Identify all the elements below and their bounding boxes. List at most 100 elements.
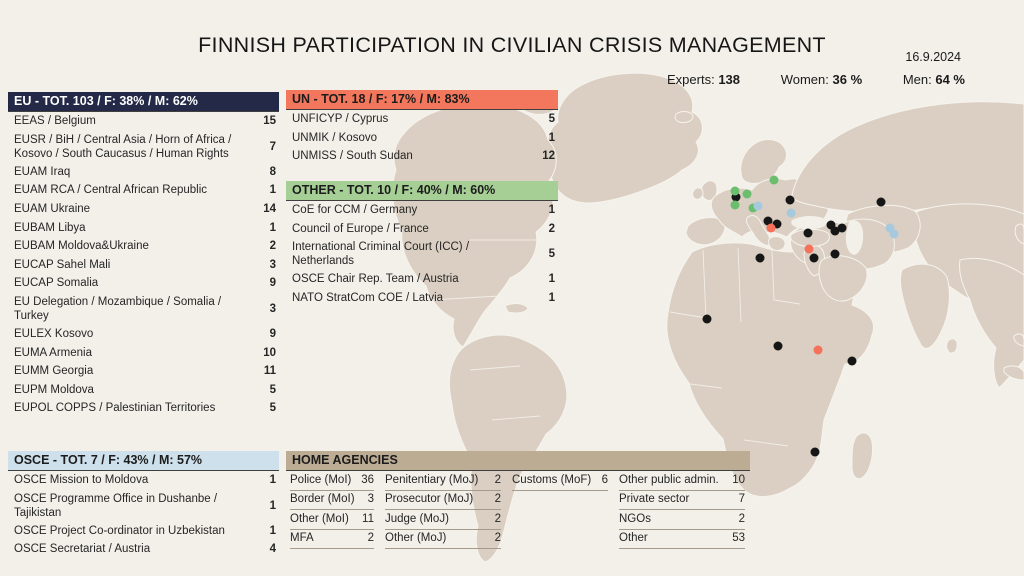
row-value: 5	[548, 248, 555, 261]
row-value: 3	[269, 302, 276, 315]
row-value: 2	[269, 240, 276, 253]
row-value: 9	[269, 277, 276, 290]
men-label: Men:	[902, 72, 932, 87]
home-agency-cell: MFA 2	[290, 530, 374, 549]
summary-stats: Experts: 138 Women: 36 % Men: 64 %	[667, 72, 965, 87]
row-label: EUPM Moldova	[14, 383, 94, 396]
row-value: 3	[269, 258, 276, 271]
table-row: OSCE Chair Rep. Team / Austria 1	[286, 270, 558, 289]
table-row: OSCE Programme Office in Dushanbe / Taji…	[8, 490, 279, 522]
table-row: EUPM Moldova 5	[8, 381, 279, 400]
table-row: International Criminal Court (ICC) / Net…	[286, 238, 558, 270]
agency-value: 53	[732, 532, 745, 545]
row-label: OSCE Mission to Moldova	[14, 474, 149, 487]
agency-value: 10	[732, 473, 745, 486]
agency-label: Other (MoJ)	[385, 532, 447, 545]
row-value: 9	[269, 328, 276, 341]
un-panel: UN - TOT. 18 / F: 17% / M: 83% UNFICYP /…	[286, 90, 558, 166]
table-row: EUCAP Sahel Mali 3	[8, 256, 279, 275]
row-value: 1	[548, 131, 555, 144]
row-label: OSCE Project Co-ordinator in Uzbekistan	[14, 524, 225, 537]
women-label: Women:	[780, 72, 829, 87]
agency-label: Police (MoI)	[290, 473, 352, 486]
row-value: 1	[269, 524, 276, 537]
table-row: EUSR / BiH / Central Asia / Horn of Afri…	[8, 131, 279, 163]
agency-value: 2	[494, 493, 501, 506]
row-label: EUMM Georgia	[14, 365, 94, 378]
page-title: FINNISH PARTICIPATION IN CIVILIAN CRISIS…	[198, 33, 826, 57]
row-value: 7	[269, 140, 276, 153]
agency-label: Other	[619, 532, 648, 545]
row-value: 11	[263, 365, 276, 378]
agency-label: Private sector	[619, 493, 690, 506]
table-row: OSCE Mission to Moldova 1	[8, 471, 279, 490]
row-value: 1	[269, 499, 276, 512]
row-label: EUPOL COPPS / Palestinian Territories	[14, 402, 216, 415]
agency-value: 3	[367, 493, 374, 506]
row-label: EUCAP Somalia	[14, 277, 99, 290]
home-agency-cell: Other (MoI) 11	[290, 510, 374, 530]
row-value: 2	[548, 222, 555, 235]
row-label: EUAM RCA / Central African Republic	[14, 184, 208, 197]
home-agency-cell: Border (MoI) 3	[290, 491, 374, 510]
table-row: EULEX Kosovo 9	[8, 325, 279, 344]
row-value: 4	[269, 543, 276, 556]
row-label: OSCE Secretariat / Austria	[14, 543, 151, 556]
agency-value: 2	[494, 473, 501, 486]
row-value: 1	[269, 474, 276, 487]
row-label: OSCE Chair Rep. Team / Austria	[292, 273, 459, 286]
agency-label: Judge (MoJ)	[385, 512, 449, 525]
agency-label: NGOs	[619, 512, 651, 525]
row-value: 14	[263, 203, 276, 216]
row-label: UNFICYP / Cyprus	[292, 113, 389, 126]
table-row: EUAM Iraq 8	[8, 163, 279, 182]
row-label: EUBAM Libya	[14, 221, 86, 234]
row-label: International Criminal Court (ICC) / Net…	[292, 241, 470, 268]
home-agency-cell: Judge (MoJ) 2	[385, 510, 501, 530]
other-panel: OTHER - TOT. 10 / F: 40% / M: 60% CoE fo…	[286, 181, 558, 307]
agency-value: 2	[367, 532, 374, 545]
women-value: 36 %	[832, 72, 863, 87]
eu-panel-rows: EEAS / Belgium 15 EUSR / BiH / Central Asi…	[8, 112, 279, 418]
un-panel-header: UN - TOT. 18 / F: 17% / M: 83%	[286, 90, 558, 110]
row-value: 5	[548, 113, 555, 126]
row-value: 5	[269, 383, 276, 396]
table-row: EEAS / Belgium 15	[8, 112, 279, 131]
experts-value: 138	[718, 72, 741, 87]
table-row: EUPOL COPPS / Palestinian Territories 5	[8, 399, 279, 418]
home-agency-cell: Prosecutor (MoJ) 2	[385, 491, 501, 510]
row-label: UNMISS / South Sudan	[292, 150, 413, 163]
home-agency-cell: Private sector 7	[619, 491, 745, 510]
agency-label: Prosecutor (MoJ)	[385, 493, 474, 506]
other-panel-header: OTHER - TOT. 10 / F: 40% / M: 60%	[286, 181, 558, 201]
row-value: 1	[269, 184, 276, 197]
women-stat: Women: 36 %	[781, 72, 862, 87]
home-agency-cell: Other (MoJ) 2	[385, 530, 501, 549]
agency-value: 7	[738, 493, 745, 506]
table-row: NATO StratCom COE / Latvia 1	[286, 289, 558, 308]
row-value: 1	[269, 221, 276, 234]
table-row: UNMISS / South Sudan 12	[286, 147, 558, 166]
report-date: 16.9.2024	[905, 50, 961, 64]
row-label: EUSR / BiH / Central Asia / Horn of Afri…	[14, 133, 232, 160]
row-label: EU Delegation / Mozambique / Somalia / T…	[14, 295, 222, 322]
table-row: UNMIK / Kosovo 1	[286, 129, 558, 148]
experts-label: Experts:	[667, 72, 715, 87]
agency-label: Other public admin.	[619, 473, 719, 486]
agency-value: 11	[362, 512, 374, 525]
experts-stat: Experts: 138	[667, 72, 740, 87]
row-label: EUBAM Moldova&Ukraine	[14, 240, 149, 253]
row-label: EUAM Ukraine	[14, 203, 91, 216]
osce-panel-rows: OSCE Mission to Moldova 1 OSCE Programme O…	[8, 471, 279, 559]
table-row: Council of Europe / France 2	[286, 220, 558, 239]
row-value: 8	[269, 165, 276, 178]
home-agency-cell: Penitentiary (MoJ) 2	[385, 471, 501, 491]
row-label: EUAM Iraq	[14, 165, 71, 178]
osce-panel: OSCE - TOT. 7 / F: 43% / M: 57% OSCE Mis…	[8, 451, 279, 559]
row-label: CoE for CCM / Germany	[292, 204, 418, 217]
agency-value: 2	[494, 532, 501, 545]
other-panel-rows: CoE for CCM / Germany 1 Council of Europe …	[286, 201, 558, 307]
agency-label: Penitentiary (MoJ)	[385, 473, 479, 486]
row-label: EULEX Kosovo	[14, 328, 94, 341]
row-value: 1	[548, 204, 555, 217]
